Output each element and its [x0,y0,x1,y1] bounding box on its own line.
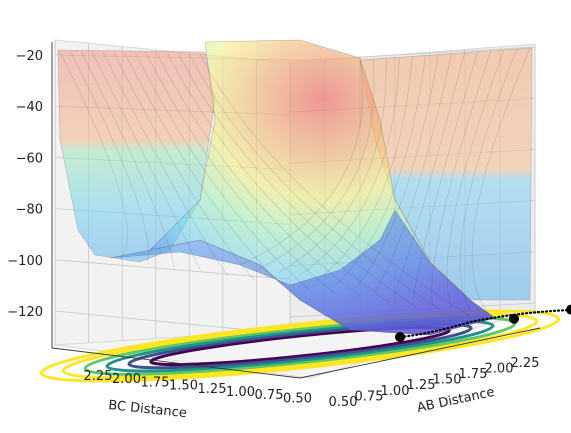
x-axis-line [299,327,541,379]
mesh-line [459,48,518,312]
mesh-line [178,53,417,308]
reaction-trajectory [395,304,571,342]
mesh-line [113,52,255,281]
contour-line [127,322,473,370]
x-tick-label: 1.50 [433,373,462,388]
z-tick-label: −60 [16,151,43,166]
mesh-line [92,52,202,272]
y-tick-label: 2.00 [112,372,141,387]
mesh-line [412,51,478,300]
energy-surface [57,39,533,336]
mesh-line [471,47,531,316]
surface-valley [109,209,496,336]
mesh-line [431,50,492,304]
mesh-line [167,53,390,303]
trajectory-marker [395,332,405,342]
contour-line [149,325,451,367]
trajectory-marker [509,313,519,324]
y-axis-title: BC Distance [108,398,188,421]
z-tick-label: −20 [16,49,43,64]
x-tick-label: 2.25 [511,356,540,371]
x-tick-label: 1.25 [407,378,436,393]
x-tick-label: 1.00 [381,384,410,399]
mesh-line [446,49,505,308]
surface-mesh [59,47,531,317]
mesh-line [102,52,228,277]
mesh-line [335,55,426,285]
trajectory-marker [566,304,571,315]
z-tick-label: −80 [16,203,43,218]
mesh-line [199,53,471,317]
contour-line [105,319,495,373]
mesh-line [188,53,444,312]
mesh-line [297,57,400,277]
z-tick-label: −100 [7,254,43,269]
mesh-line [316,56,413,281]
mesh-line [135,52,309,290]
mesh-line [124,52,282,285]
contour-line [39,309,561,383]
x-tick-label: 2.00 [485,361,514,376]
mesh-line [81,52,175,267]
y-tick-label: 0.50 [283,391,312,406]
mesh-line [278,58,387,273]
y-axis-line [51,347,301,379]
mesh-line [156,53,363,299]
mesh-line [145,53,336,294]
trajectory-line [398,308,571,339]
y-tick-label: 1.75 [141,375,170,390]
mesh-line [239,59,363,266]
contour-line [61,312,539,380]
mesh-line [259,59,375,270]
x-tick-label: 0.75 [355,389,384,404]
mesh-line [59,51,128,259]
z-tick-label: −40 [16,100,43,115]
z-gridline [54,259,291,280]
x-tick-label: 1.75 [459,367,488,382]
y-tick-label: 1.50 [169,379,198,394]
mesh-line [70,52,149,263]
y-tick-label: 2.25 [84,369,113,384]
y-tick-label: 1.25 [198,382,227,397]
x-tick-label: 0.50 [329,395,358,410]
axis-lines [51,42,541,379]
mesh-line [374,53,452,293]
y-tick-label: 1.00 [226,385,255,400]
y-tick-label: 0.75 [255,388,284,403]
z-tick-label: −120 [7,305,43,320]
mesh-line [355,54,439,289]
mesh-line [393,52,465,296]
